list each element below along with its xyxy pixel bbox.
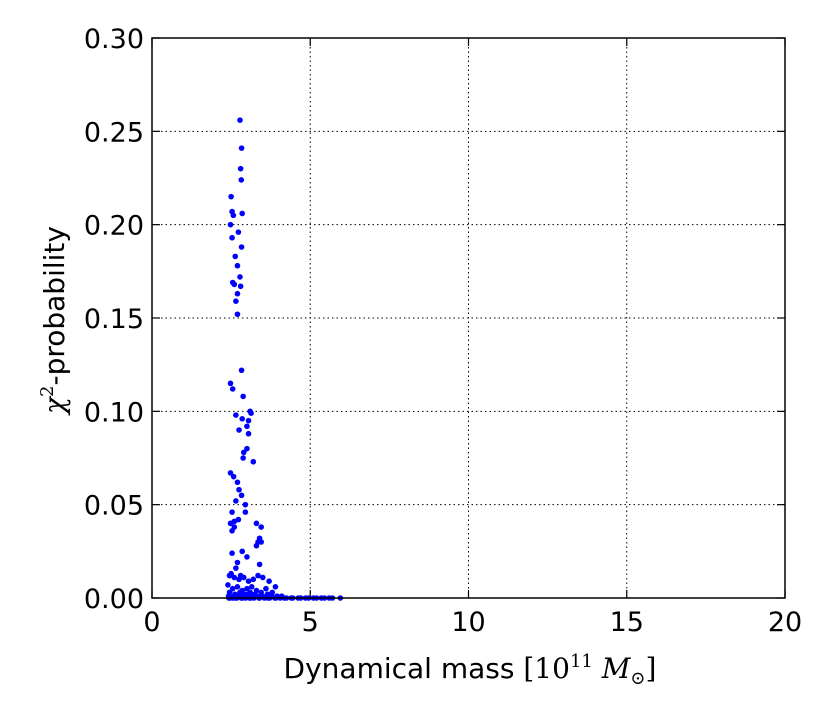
data-point [248, 410, 254, 417]
data-point [230, 473, 237, 480]
data-point [239, 210, 246, 217]
data-point [234, 262, 241, 269]
y-tick-labels: 0.00 0.05 0.10 0.15 0.20 0.25 0.30 [84, 24, 144, 615]
data-point [239, 548, 246, 555]
data-point [236, 427, 242, 433]
data-point [236, 486, 242, 493]
data-point [245, 417, 252, 424]
data-point [235, 229, 242, 235]
data-point [240, 449, 247, 456]
data-point [245, 430, 252, 437]
data-point [238, 492, 245, 499]
x-tick-label: 20 [768, 607, 802, 638]
data-point [248, 584, 255, 590]
data-point [259, 574, 266, 581]
data-point [229, 585, 236, 592]
data-point [233, 298, 239, 305]
data-point [266, 578, 272, 584]
data-point [272, 584, 279, 590]
y-tick-label: 0.15 [84, 304, 144, 335]
x-tick-label: 5 [302, 607, 319, 638]
y-tick-label: 0.00 [84, 584, 144, 615]
data-point [253, 542, 260, 549]
data-point [255, 572, 261, 579]
data-point [237, 274, 243, 280]
data-point [228, 193, 234, 200]
data-point [240, 455, 246, 461]
data-point [229, 509, 235, 515]
y-tick-label: 0.20 [84, 211, 144, 242]
data-point [233, 565, 239, 571]
data-points [225, 117, 344, 601]
data-point [238, 145, 245, 151]
y-axis-label: χ2-probability [37, 226, 71, 416]
data-point [237, 117, 243, 123]
data-point [244, 585, 250, 592]
data-point [233, 412, 239, 418]
data-point [235, 516, 242, 523]
data-point [238, 244, 245, 250]
data-point [244, 554, 250, 560]
data-point [231, 574, 238, 581]
data-point [225, 582, 231, 588]
y-tick-label: 0.30 [84, 24, 144, 55]
x-tick-label: 10 [451, 607, 485, 638]
x-axis-label: Dynamical mass [1011 M⊙] [284, 651, 657, 689]
data-point [244, 445, 250, 452]
data-point [226, 572, 233, 579]
x-tick-label: 0 [143, 607, 160, 638]
data-point [258, 539, 264, 545]
data-point [234, 584, 241, 590]
data-point [239, 416, 246, 422]
data-point [234, 559, 241, 566]
data-point [237, 165, 244, 172]
x-tick-labels: 0 5 10 15 20 [143, 607, 802, 638]
data-point [242, 509, 249, 515]
data-point [229, 386, 236, 392]
axis-ticks [151, 37, 786, 599]
data-point [227, 520, 234, 527]
y-tick-label: 0.25 [84, 117, 144, 148]
data-point [231, 524, 238, 530]
data-point [244, 423, 250, 430]
data-point [229, 234, 235, 241]
data-point [240, 574, 247, 581]
data-point [253, 520, 260, 527]
y-tick-label: 0.10 [84, 397, 144, 428]
data-point [242, 501, 249, 508]
data-point [240, 393, 246, 400]
data-point [229, 550, 235, 556]
data-point [234, 479, 241, 486]
data-point [234, 290, 241, 297]
data-point [238, 177, 245, 183]
data-point [236, 576, 242, 583]
data-point [245, 578, 252, 584]
data-point [227, 221, 234, 228]
data-point [227, 380, 234, 387]
data-point [258, 524, 264, 530]
data-point [234, 311, 241, 318]
data-point [238, 367, 245, 374]
data-point [256, 561, 263, 568]
x-tick-label: 15 [610, 607, 644, 638]
data-point [233, 498, 239, 504]
data-point [227, 470, 234, 476]
data-point [250, 458, 257, 465]
data-point [231, 281, 238, 288]
data-point [250, 576, 257, 583]
y-tick-label: 0.05 [84, 491, 144, 522]
data-point [232, 253, 239, 260]
data-point [230, 212, 237, 219]
data-point [263, 585, 269, 592]
data-point [237, 283, 244, 290]
